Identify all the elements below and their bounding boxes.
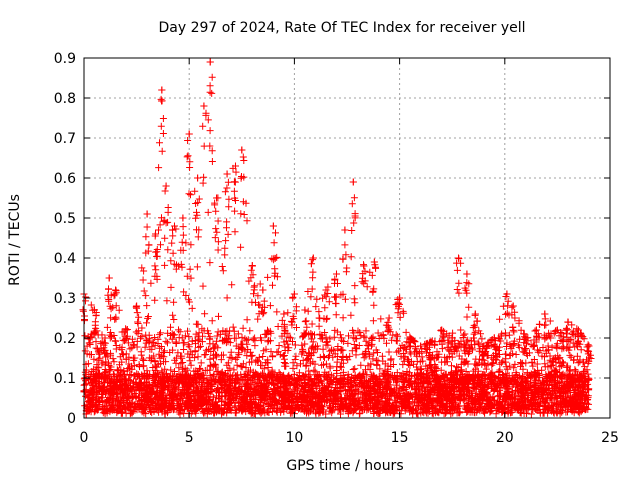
- x-tick-label: 25: [601, 430, 619, 446]
- roti-point-1: [91, 306, 99, 314]
- y-tick-label: 0.8: [54, 91, 76, 107]
- plot-frame: [83, 57, 611, 419]
- roti-point-47: [509, 302, 517, 310]
- roti-point-27: [309, 254, 317, 262]
- x-tick-label: 20: [496, 430, 514, 446]
- roti-point-21: [248, 262, 256, 270]
- roti-point-29: [332, 270, 340, 278]
- y-tick-label: 0.4: [54, 251, 76, 267]
- roti-point-45: [490, 334, 498, 342]
- roti-point-42: [463, 270, 471, 278]
- y-tick-label: 0.1: [54, 371, 76, 387]
- roti-point-9: [158, 86, 166, 94]
- roti-point-31: [349, 178, 357, 186]
- y-tick-label: 0.3: [54, 291, 76, 307]
- y-tick-label: 0: [67, 411, 76, 427]
- roti-point-17: [213, 194, 221, 202]
- roti-point-39: [438, 326, 446, 334]
- y-axis-label: ROTI / TECUs: [7, 194, 23, 286]
- roti-point-15: [200, 102, 208, 110]
- y-tick-label: 0.6: [54, 171, 76, 187]
- roti-point-8: [152, 230, 160, 238]
- roti-point-53: [574, 326, 582, 334]
- roti-point-32: [360, 262, 368, 270]
- roti-point-7: [143, 210, 151, 218]
- roti-point-5: [122, 326, 130, 334]
- roti-point-52: [564, 318, 572, 326]
- roti-point-28: [322, 286, 330, 294]
- roti-point-50: [541, 310, 549, 318]
- roti-point-3: [105, 274, 113, 282]
- roti-point-18: [223, 170, 231, 178]
- roti-point-41: [455, 254, 463, 262]
- roti-point-4: [112, 286, 120, 294]
- roti-point-23: [269, 222, 277, 230]
- roti-point-22: [259, 286, 267, 294]
- y-tick-label: 0.5: [54, 211, 76, 227]
- roti-point-13: [185, 130, 193, 138]
- data-points: [79, 58, 595, 418]
- roti-point-49: [532, 326, 540, 334]
- x-tick-label: 10: [285, 430, 303, 446]
- chart-title: Day 297 of 2024, Rate Of TEC Index for r…: [158, 20, 525, 36]
- roti-point-54: [585, 342, 593, 350]
- x-tick-label: 5: [185, 430, 194, 446]
- roti-point-2: [101, 334, 109, 342]
- roti-point-46: [503, 290, 511, 298]
- roti-point-26: [301, 306, 309, 314]
- roti-point-10: [162, 182, 170, 190]
- roti-point-37: [417, 342, 425, 350]
- roti-point-cloud: [79, 58, 595, 418]
- x-tick-label: 15: [391, 430, 409, 446]
- roti-point-35: [396, 294, 404, 302]
- x-tick-label: 0: [80, 430, 89, 446]
- roti-point-51: [553, 326, 561, 334]
- roti-point-24: [280, 310, 288, 318]
- roti-point-12: [179, 214, 187, 222]
- roti-point-20: [238, 146, 246, 154]
- roti-point-30: [341, 226, 349, 234]
- roti-point-19: [231, 162, 239, 170]
- roti-point-6: [133, 302, 141, 310]
- roti-point-16: [206, 58, 214, 66]
- y-tick-label: 0.9: [54, 51, 76, 67]
- y-tick-label: 0.7: [54, 131, 76, 147]
- roti-point-33: [370, 258, 378, 266]
- roti-point-38: [427, 338, 435, 346]
- roti-point-40: [448, 334, 456, 342]
- roti-point-44: [480, 342, 488, 350]
- roti-point-36: [406, 334, 414, 342]
- roti-point-14: [194, 174, 202, 182]
- axis-ticks: 0 0.1 0.2 0.3 0.4 0.5 0.6 0.7 0.8 0.9 0 5 10 15 20 25: [54, 51, 619, 446]
- roti-point-34: [385, 314, 393, 322]
- y-tick-label: 0.2: [54, 331, 76, 347]
- roti-point-43: [471, 310, 479, 318]
- roti-point-11: [170, 222, 178, 230]
- roti-point-25: [290, 290, 298, 298]
- roti-point-48: [522, 334, 530, 342]
- x-axis-label: GPS time / hours: [286, 458, 403, 474]
